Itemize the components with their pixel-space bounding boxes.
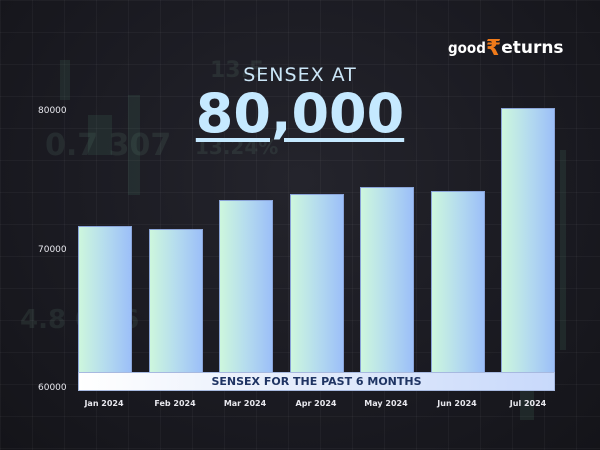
background-candle-decoration bbox=[60, 60, 70, 100]
background-candle-decoration bbox=[128, 95, 140, 195]
goodreturns-logo: good₹eturns bbox=[448, 34, 564, 61]
x-label-mar: Mar 2024 bbox=[223, 399, 267, 408]
y-tick-60000: 60000 bbox=[38, 383, 67, 393]
y-tick-70000: 70000 bbox=[38, 245, 67, 255]
x-label-feb: Feb 2024 bbox=[154, 399, 196, 408]
bar-apr-2024 bbox=[290, 194, 344, 372]
bar-feb-2024 bbox=[149, 228, 203, 372]
y-tick-80000: 80000 bbox=[38, 106, 67, 116]
x-label-jul: Jul 2024 bbox=[509, 399, 547, 408]
chart-banner: SENSEX FOR THE PAST 6 MONTHS bbox=[78, 372, 555, 391]
bar-jan-2024 bbox=[78, 225, 132, 372]
background-candle-decoration bbox=[560, 150, 566, 350]
bar-jul-2024 bbox=[501, 108, 555, 372]
x-label-may: May 2024 bbox=[364, 399, 408, 408]
background-ticker-decoration: 13.24% bbox=[195, 135, 279, 159]
bar-jun-2024 bbox=[431, 191, 485, 372]
bar-may-2024 bbox=[360, 187, 414, 372]
x-label-jun: Jun 2024 bbox=[437, 399, 477, 408]
chart-headline: 80,000 bbox=[195, 82, 405, 145]
background-candle-decoration bbox=[88, 115, 112, 155]
rupee-icon: ₹ bbox=[485, 36, 502, 61]
x-label-jan: Jan 2024 bbox=[84, 399, 124, 408]
x-label-apr: Apr 2024 bbox=[295, 399, 337, 408]
logo-prefix: good bbox=[448, 39, 486, 57]
chart-subtitle: SENSEX AT bbox=[243, 64, 357, 86]
background-ticker-decoration: 13.5 bbox=[210, 58, 265, 83]
bar-mar-2024 bbox=[219, 199, 273, 372]
background-ticker-decoration: 0.7 307 bbox=[45, 128, 172, 163]
logo-suffix: eturns bbox=[501, 38, 564, 58]
